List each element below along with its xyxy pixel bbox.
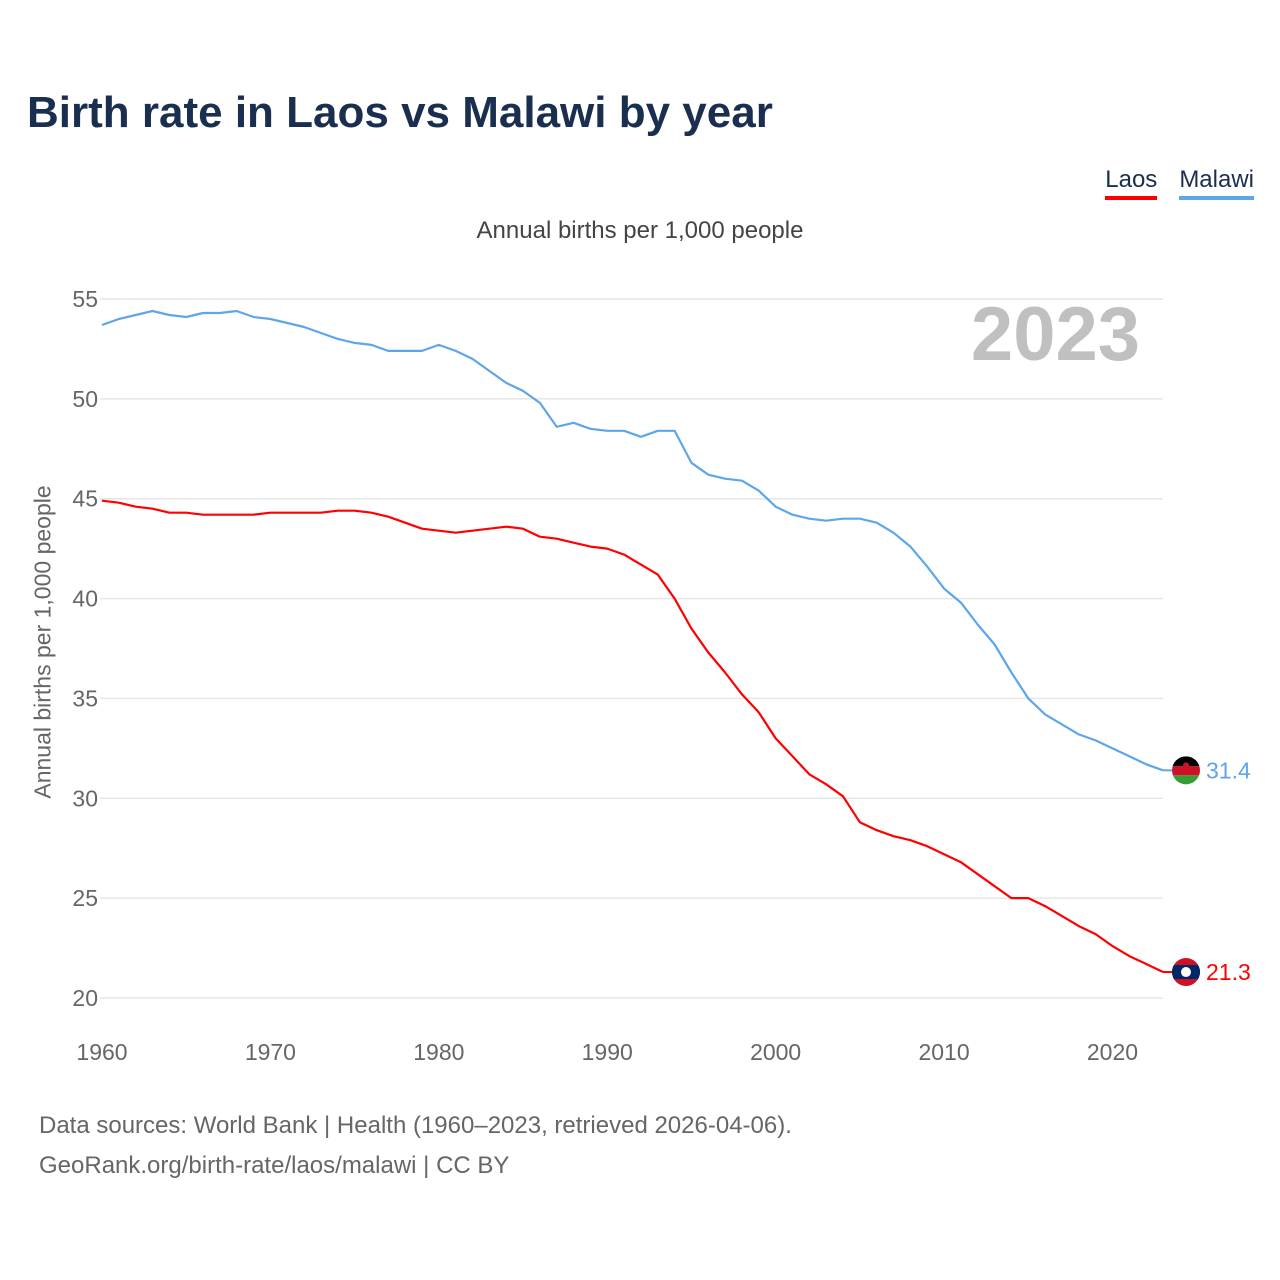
- y-tick-label: 35: [72, 685, 98, 711]
- x-tick-label: 2000: [750, 1039, 801, 1065]
- series-line-laos: [101, 499, 1164, 973]
- legend: Laos Malawi: [1105, 166, 1254, 200]
- source-note: Data sources: World Bank | Health (1960–…: [39, 1106, 792, 1186]
- source-line-2[interactable]: GeoRank.org/birth-rate/laos/malawi | CC …: [39, 1152, 510, 1179]
- legend-item-malawi[interactable]: Malawi: [1179, 166, 1254, 200]
- y-tick-label: 55: [72, 286, 98, 312]
- x-tick-label: 1960: [76, 1039, 127, 1065]
- y-tick-label: 45: [72, 486, 98, 512]
- y-tick-label: 25: [72, 885, 98, 911]
- y-tick-label: 40: [72, 586, 98, 612]
- y-tick-label: 50: [72, 386, 98, 412]
- year-watermark: 2023: [971, 292, 1140, 377]
- chart-subtitle: Annual births per 1,000 people: [476, 217, 804, 244]
- legend-item-laos[interactable]: Laos: [1105, 166, 1158, 200]
- y-tick-label: 20: [72, 985, 98, 1011]
- x-tick-label: 1980: [413, 1039, 464, 1065]
- x-tick-label: 2020: [1087, 1039, 1138, 1065]
- end-value-label-malawi: 31.4: [1206, 757, 1251, 783]
- series-line-malawi: [101, 309, 1164, 772]
- x-tick-label: 1970: [245, 1039, 296, 1065]
- x-tick-label: 1990: [582, 1039, 633, 1065]
- y-tick-label: 30: [72, 785, 98, 811]
- source-line-1: Data sources: World Bank | Health (1960–…: [39, 1112, 792, 1139]
- chart-title: Birth rate in Laos vs Malawi by year: [27, 88, 773, 137]
- x-tick-label: 2010: [918, 1039, 969, 1065]
- laos-flag-icon: [1172, 958, 1200, 987]
- end-value-label-laos: 21.3: [1206, 959, 1251, 985]
- malawi-flag-icon: [1172, 756, 1200, 785]
